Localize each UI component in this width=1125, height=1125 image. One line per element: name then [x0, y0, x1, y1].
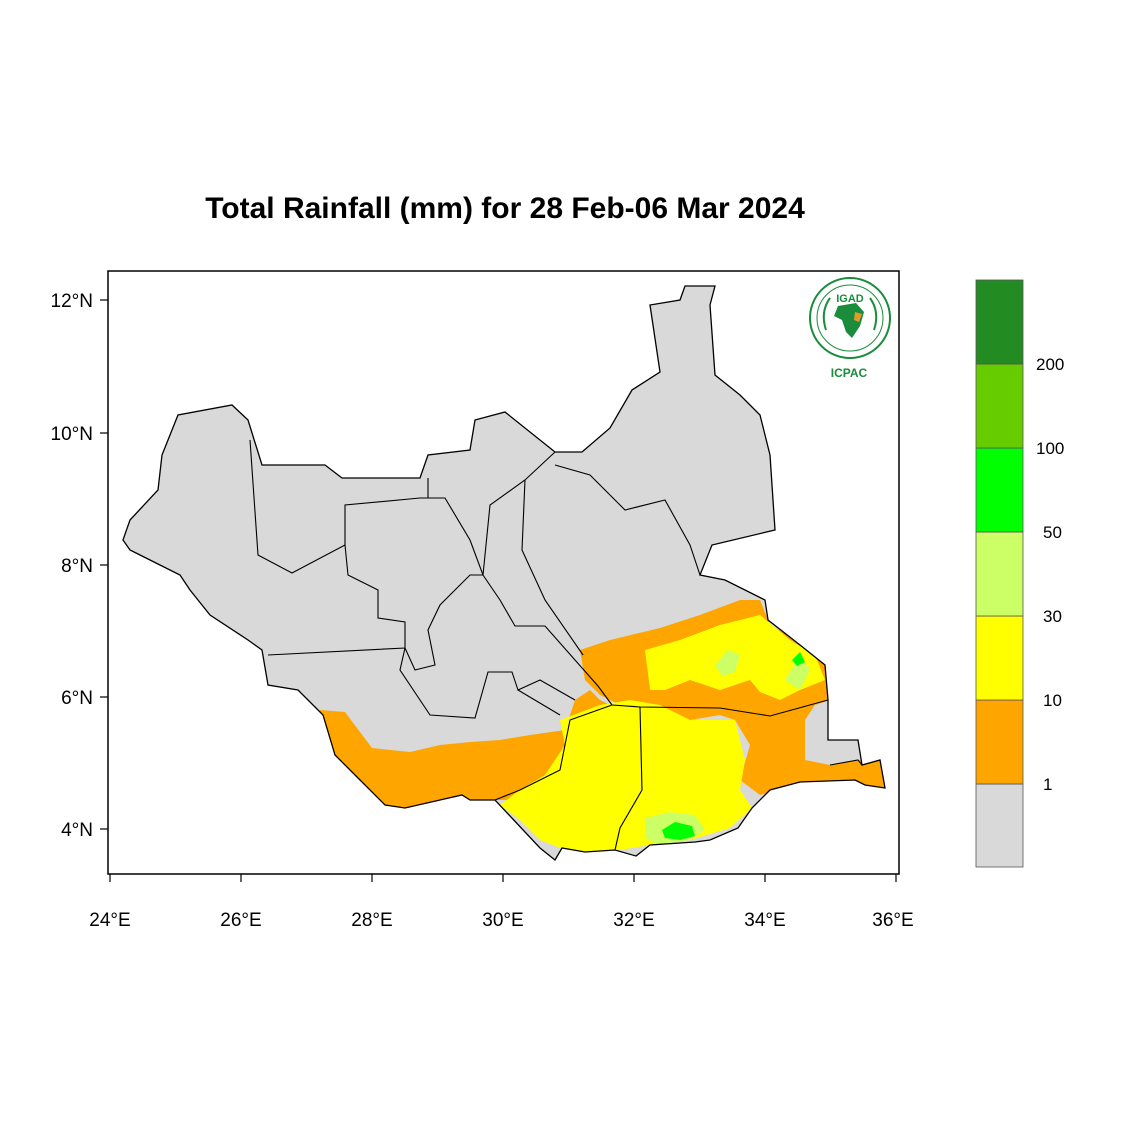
country-outline [122, 285, 886, 861]
legend-bin [975, 279, 1024, 365]
y-tick-label: 4°N [61, 820, 93, 841]
y-tick-label: 12°N [51, 291, 93, 312]
y-tick-label: 10°N [51, 424, 93, 445]
legend-label: 200 [1036, 355, 1064, 374]
legend-bin [975, 363, 1024, 449]
rain-zone-10-30mm-south [500, 700, 752, 852]
x-axis [109, 874, 897, 882]
rain-zone-30-50mm-spot-2 [785, 655, 810, 690]
legend-label: 100 [1036, 439, 1064, 458]
legend-label: 10 [1043, 691, 1062, 710]
logo-igad-text: IGAD [836, 293, 864, 305]
rain-zone-50-100mm-spot [792, 652, 805, 666]
legend-bin [975, 447, 1024, 533]
y-tick-label: 8°N [61, 556, 93, 577]
igad-icpac-logo: IGAD ICPAC [809, 277, 891, 380]
legend-label: 1 [1043, 775, 1052, 794]
rain-zone-30-50mm-spot [715, 650, 740, 676]
legend-bin [975, 531, 1024, 617]
africa-map-icon [834, 303, 864, 338]
y-axis [100, 299, 108, 830]
legend: 1 10 30 50 100 200 [975, 279, 1064, 868]
x-tick-label: 36°E [872, 910, 913, 931]
x-tick-label: 24°E [89, 910, 130, 931]
x-tick-label: 34°E [744, 910, 785, 931]
legend-bin [975, 615, 1024, 701]
map-title: Total Rainfall (mm) for 28 Feb-06 Mar 20… [205, 192, 805, 225]
legend-label: 30 [1043, 607, 1062, 626]
x-tick-label: 32°E [613, 910, 654, 931]
legend-label: 50 [1043, 523, 1062, 542]
y-tick-label: 6°N [61, 688, 93, 709]
x-tick-label: 26°E [220, 910, 261, 931]
legend-bin [975, 783, 1024, 868]
x-tick-label: 30°E [482, 910, 523, 931]
rain-zone-50-100mm [662, 822, 695, 840]
x-tick-label: 28°E [351, 910, 392, 931]
logo-icpac-text: ICPAC [831, 366, 868, 380]
legend-bin [975, 699, 1024, 785]
state-boundaries [249, 439, 863, 851]
